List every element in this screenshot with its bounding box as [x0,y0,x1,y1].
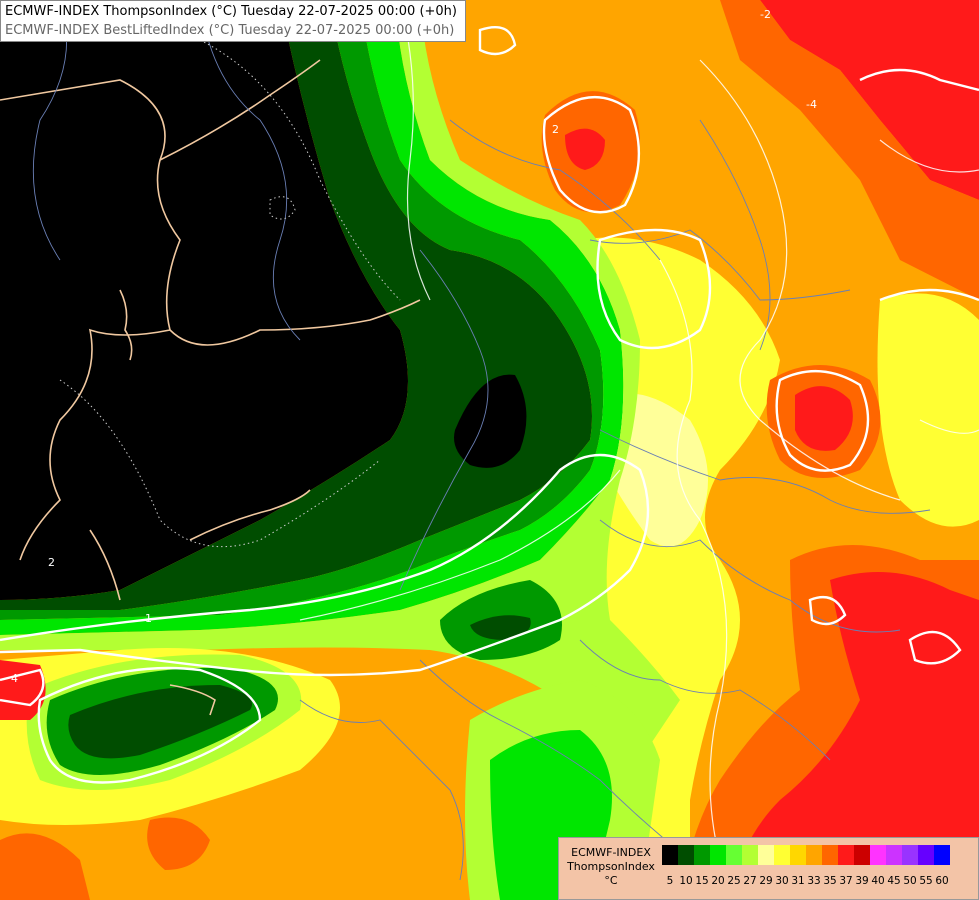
legend-ticks: 5 10 15 20 25 27 29 30 31 33 35 37 39 40 45 50 55 60 [662,874,950,888]
legend-tick-label: 15 [695,875,709,887]
legend-swatch [822,845,838,865]
field-black-core [454,374,527,468]
contour-label: -2 [760,8,771,21]
legend-tick-label: 33 [807,875,821,887]
legend-tick-label: 29 [759,875,773,887]
field-lime-band [0,0,680,760]
field-red-spot-north-core [565,128,605,170]
isolines-bestliftedindex [0,25,979,784]
country-borders [0,59,421,716]
field-red-southwest-corner [0,833,90,900]
legend-tick-label: 60 [935,875,949,887]
legend-swatch [742,845,758,865]
legend-swatch [774,845,790,865]
legend-swatch [662,845,678,865]
legend-tick-label: 45 [887,875,901,887]
field-red-westcoast [0,660,46,720]
title-best-lifted-index: ECMWF-INDEX BestLiftedIndex (°C) Tuesday… [5,23,455,38]
field-red-northeast [760,0,979,200]
contour-label: -4 [806,98,817,111]
legend-tick-label: 30 [775,875,789,887]
contour-label: 1 [145,612,152,625]
legend-tick-label: 25 [727,875,741,887]
map-title-box: ECMWF-INDEX ThompsonIndex (°C) Tuesday 2… [0,0,466,42]
legend-swatches [662,845,950,865]
legend-tick-label: 40 [871,875,885,887]
field-darkgreen-south-center [470,615,531,640]
isolines-dotted [59,39,401,548]
field-red-south-spot [147,817,210,870]
field-yellow-east [877,293,979,527]
legend-swatch [710,845,726,865]
legend-model: ECMWF-INDEX [571,846,651,859]
legend-swatch [934,845,950,865]
title-thompson-index: ECMWF-INDEX ThompsonIndex (°C) Tuesday 2… [5,4,457,19]
legend-tick-label: 20 [711,875,725,887]
field-darkorange-northeast [720,0,979,300]
legend-tick-label: 35 [823,875,837,887]
legend-unit: °C [604,874,618,887]
isolines-thin [299,0,979,861]
legend-swatch [758,845,774,865]
field-red-southeast [730,572,979,900]
legend-tick-label: 39 [855,875,869,887]
contour-label: 2 [552,123,559,136]
color-legend: ECMWF-INDEX ThompsonIndex °C 5 10 15 20 25 27… [558,837,979,900]
legend-title: ECMWF-INDEX ThompsonIndex °C [561,846,661,888]
legend-swatch [918,845,934,865]
legend-tick-label: 31 [791,875,805,887]
legend-tick-label: 10 [679,875,693,887]
legend-swatch [902,845,918,865]
legend-swatch [726,845,742,865]
legend-swatch [886,845,902,865]
legend-swatch [870,845,886,865]
field-darkgreen-southwest [68,685,252,759]
legend-swatch [694,845,710,865]
admin-boundaries [32,0,931,881]
legend-tick-label: 37 [839,875,853,887]
legend-swatch [806,845,822,865]
legend-swatch [838,845,854,865]
legend-parameter: ThompsonIndex [567,860,655,873]
legend-tick-label: 27 [743,875,757,887]
field-darkgreen-band [0,0,592,610]
field-black-west [0,0,408,600]
contour-label: 2 [48,556,55,569]
legend-swatch [854,845,870,865]
legend-swatch [678,845,694,865]
legend-tick-label: 55 [919,875,933,887]
legend-tick-label: 5 [666,875,674,887]
field-red-east-blob [795,386,853,451]
legend-swatch [790,845,806,865]
legend-tick-label: 50 [903,875,917,887]
contour-label: 4 [11,672,18,685]
